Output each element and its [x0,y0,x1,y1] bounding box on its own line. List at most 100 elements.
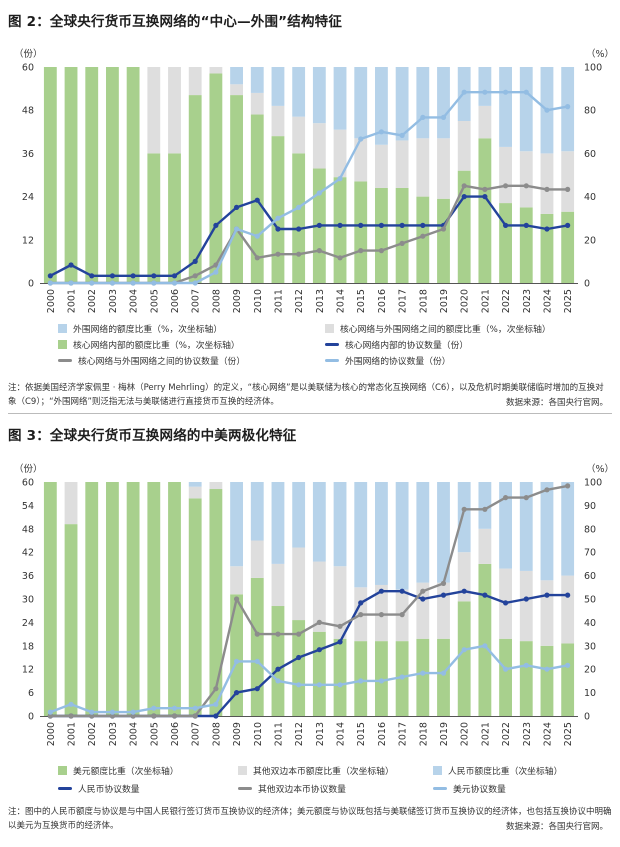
left-axis-tick-label: 30 [22,595,34,606]
bar-segment [271,136,285,283]
right-axis-tick-label: 40 [584,618,596,629]
x-tick-label: 2022 [501,722,512,746]
left-axis-tick-label: 60 [22,478,34,489]
bar-segment [499,146,512,204]
bar-segment [375,144,388,188]
bar-segment [271,482,285,564]
bar-segment [271,67,285,106]
series-point [337,682,343,688]
x-tick-label: 2017 [398,289,409,313]
bar-segment [292,482,306,548]
series-point [461,506,467,512]
legend-item-rmb-count: 人民币协议数量 [58,782,140,795]
legend-label: 其他双边本币协议数量 [258,785,346,795]
series-point [358,678,364,684]
x-tick-label: 2009 [232,289,243,313]
bar-segment [312,561,326,632]
series-point [254,233,260,239]
legend-swatch [433,787,447,790]
series-point [254,658,260,664]
series-point [109,713,116,719]
series-point [358,136,364,142]
right-axis-tick-label: 20 [584,665,596,676]
series-point [296,631,302,637]
bar-segment [230,566,243,595]
x-tick-label: 2014 [336,289,347,313]
series-point [337,639,343,645]
series-point [358,222,364,228]
series-point [275,666,281,672]
bar-segment [292,620,306,716]
series-point [544,107,550,113]
series-point [461,89,467,95]
series-point [192,258,198,264]
bar-segment [499,203,512,283]
figure-2-title: 图 2：全球央行货币互换网络的“中心—外围”结构特征 [8,14,343,30]
x-tick-label: 2002 [87,289,98,313]
series-point [47,273,53,279]
series-point [275,251,281,257]
bar-segment [437,138,450,199]
bar-segment [375,187,388,283]
bar-segment [43,67,57,283]
bar-segment [519,67,533,152]
figure-3-legend: 美元额度比重（次坐标轴） 其他双边本币额度比重（次坐标轴） 人民币额度比重（次坐… [58,764,618,798]
series-point [461,647,467,653]
bar-segment [333,638,347,716]
series-point [68,280,74,286]
series-point [254,631,260,637]
series-point [171,273,178,279]
series-point [233,204,240,210]
legend-swatch [238,787,252,790]
figure-2: 图 2：全球央行货币互换网络的“中心—外围”结构特征 0 12 24 36 48 60 0 2… [0,0,620,414]
bar-segment [230,594,243,716]
legend-item-other-count: 其他双边本币协议数量 [238,782,346,795]
x-tick-label: 2010 [253,722,264,746]
series-point [523,222,529,228]
left-axis-tick-label: 36 [22,149,34,160]
series-point [482,89,488,95]
bar-segment [437,638,450,716]
series-point [440,670,447,676]
series-point [378,588,385,594]
series-point [502,600,509,606]
bar-segment [354,181,368,283]
bar-segment [478,138,492,283]
bar-segment [540,645,554,716]
series-point [502,222,509,228]
right-axis-tick-label: 50 [584,595,596,606]
x-tick-label: 2013 [315,289,326,313]
bar-segment [188,498,202,716]
series-point [233,226,240,232]
series-point [275,678,281,684]
right-axis-tick-label: 60 [584,149,596,160]
series-point [544,487,550,493]
legend-swatch [325,359,339,362]
bar-segment [64,482,78,525]
right-axis-tick-label: 100 [584,478,602,489]
bar-segment [395,482,409,590]
series-point [440,592,447,598]
series-point [109,280,116,286]
x-tick-label: 2015 [356,722,367,746]
x-tick-label: 2008 [211,289,222,313]
bar-segment [209,73,223,283]
series-point [233,690,240,696]
bar-segment [209,482,223,490]
right-axis-tick-label: 30 [584,641,596,652]
bar-segment [540,580,554,646]
series-point [565,483,571,489]
bar-segment [437,198,450,283]
series-point [358,600,364,606]
series-point [544,186,550,192]
right-axis-tick-label: 90 [584,501,596,512]
series-point [192,280,198,286]
bar-segment [375,67,388,145]
bar-segment [106,67,119,283]
bar-segment [354,482,368,588]
x-tick-label: 2020 [460,289,471,313]
bar-segment [519,641,533,716]
x-tick-label: 2011 [273,289,284,313]
x-tick-label: 2003 [108,289,119,313]
figure-3-note: 注：图中的人民币额度与协议是与中国人民银行签订货币互换协议的经济体；美元额度与协… [8,807,612,831]
